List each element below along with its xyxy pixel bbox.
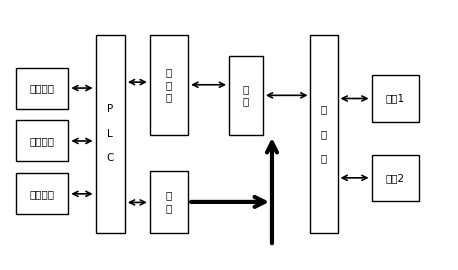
Text: P
 
L
 
C: P L C (107, 104, 114, 163)
Bar (150, 35, 188, 135)
Bar (96, 35, 125, 233)
Text: 主令控制: 主令控制 (30, 136, 55, 146)
Bar (229, 56, 263, 135)
Bar (16, 173, 68, 214)
Text: 极限保护: 极限保护 (30, 189, 55, 199)
Text: 料车2: 料车2 (386, 173, 405, 183)
Text: 变
频
器: 变 频 器 (166, 67, 172, 102)
Text: 操作指令: 操作指令 (30, 83, 55, 93)
Text: 卷
 
扬
 
机: 卷 扬 机 (321, 104, 327, 163)
Text: 电
机: 电 机 (243, 84, 249, 107)
Bar (16, 68, 68, 109)
Bar (311, 35, 338, 233)
Bar (371, 76, 419, 122)
Text: 料车1: 料车1 (386, 94, 405, 104)
Bar (371, 155, 419, 201)
Bar (150, 171, 188, 233)
Bar (16, 120, 68, 161)
Text: 抱
闸: 抱 闸 (166, 191, 172, 213)
